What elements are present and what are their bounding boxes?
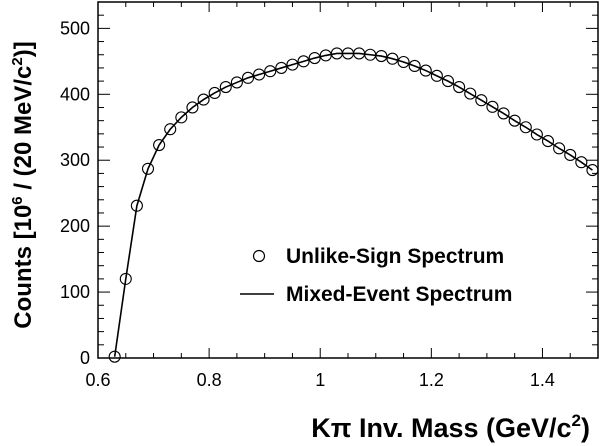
x-tick-label: 1.2 [419,370,444,390]
unlike-sign-point [153,139,166,152]
unlike-sign-point [197,93,210,106]
x-tick-label: 0.8 [197,370,222,390]
unlike-sign-point [364,48,377,61]
y-axis-title-sup1: 6 [9,196,26,204]
y-tick-label: 400 [60,84,90,104]
unlike-sign-points-group [108,47,599,363]
unlike-sign-point [175,111,188,124]
unlike-sign-point [330,47,343,60]
unlike-sign-point [353,47,366,60]
unlike-sign-point [508,114,521,127]
x-tick-label: 0.6 [85,370,110,390]
y-axis-title-part3: )] [10,41,37,57]
legend-label-mixed-event: Mixed-Event Spectrum [286,283,512,306]
y-axis-title: Counts [106 / (20 MeV/c2)] [9,41,37,328]
unlike-sign-point [519,121,532,134]
y-tick-label: 200 [60,216,90,236]
legend-label-unlike-sign: Unlike-Sign Spectrum [286,245,504,268]
unlike-sign-point [119,272,132,285]
legend-marker-circle [252,249,266,263]
unlike-sign-point [441,75,455,88]
unlike-sign-point [530,128,543,141]
unlike-sign-point [230,76,243,89]
unlike-sign-point [253,68,266,81]
unlike-sign-point [208,86,221,100]
unlike-sign-point [586,164,599,177]
unlike-sign-point [419,64,432,77]
unlike-sign-point [264,65,277,78]
unlike-sign-point [408,59,421,72]
axis-ticks [97,1,599,359]
unlike-sign-point [575,156,588,169]
unlike-sign-point [319,49,332,62]
y-tick-label: 100 [60,282,90,302]
tick-labels: 0.6 0.8 1 1.2 1.4 0 100 200 300 400 500 [60,18,555,390]
x-axis-title-main: Kπ Inv. Mass (GeV/c [311,413,571,443]
unlike-sign-point [430,69,443,82]
unlike-sign-point [341,47,355,60]
unlike-sign-point [375,50,388,63]
unlike-sign-point [475,94,488,107]
x-axis-title: Kπ Inv. Mass (GeV/c2) [311,411,590,443]
mixed-event-line [113,52,593,357]
y-axis-title-sup2: 2 [9,57,26,65]
unlike-sign-point [541,135,555,148]
y-tick-label: 0 [80,348,90,368]
legend: Unlike-Sign Spectrum Mixed-Event Spectru… [240,245,512,306]
unlike-sign-point [453,80,466,94]
y-axis-title-part1: Counts [10 [10,205,37,329]
unlike-sign-point [486,100,499,113]
unlike-sign-point [297,55,310,68]
x-tick-label: 1 [315,370,325,390]
y-axis-title-part2: / (20 MeV/c [10,66,37,197]
unlike-sign-point [286,58,299,71]
unlike-sign-point [275,61,288,74]
unlike-sign-point [564,148,577,161]
unlike-sign-point [219,80,232,94]
unlike-sign-point [164,123,177,136]
unlike-sign-point [241,71,255,84]
y-tick-label: 300 [60,150,90,170]
unlike-sign-point [553,142,566,155]
mixed-event-line-group [113,52,593,357]
x-tick-label: 1.4 [530,370,555,390]
unlike-sign-point [186,101,199,114]
unlike-sign-point [464,87,477,100]
unlike-sign-point [130,199,143,212]
x-axis-title-sup: 2 [572,411,581,430]
x-axis-title-close: ) [581,413,590,443]
unlike-sign-point [386,52,399,65]
unlike-sign-point [397,55,410,69]
unlike-sign-point [141,162,155,175]
unlike-sign-point [108,350,121,363]
y-tick-label: 500 [60,18,90,38]
unlike-sign-point [308,51,321,65]
unlike-sign-point [497,107,510,120]
